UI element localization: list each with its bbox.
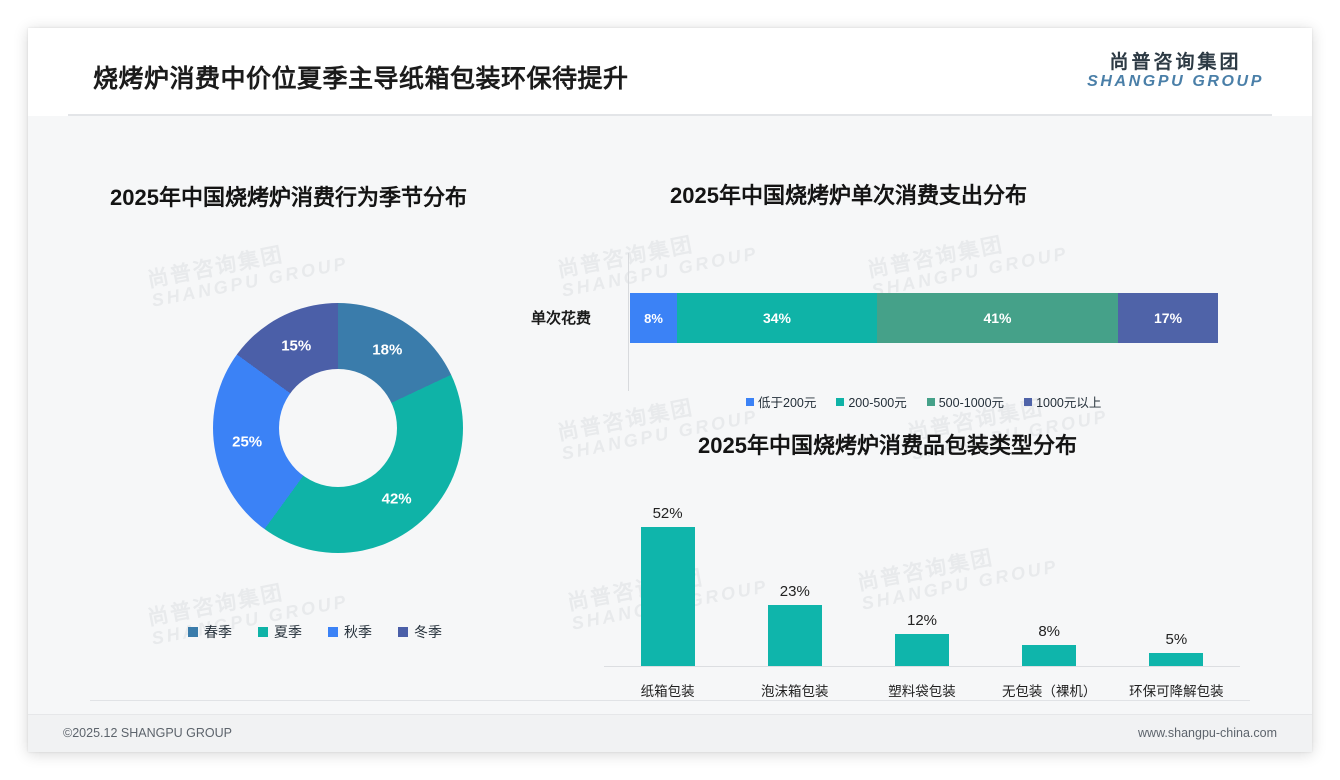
stacked-bar-segment[interactable]: 41% — [876, 293, 1119, 343]
legend-label: 冬季 — [414, 624, 442, 640]
column-category-label: 纸箱包装 — [640, 684, 695, 699]
legend-item[interactable]: 春季 — [188, 622, 232, 642]
donut-slice-label: 18% — [372, 341, 403, 359]
legend-label: 夏季 — [274, 624, 302, 640]
column-bar[interactable]: 23% — [767, 583, 822, 666]
slide: 烧烤炉消费中价位夏季主导纸箱包装环保待提升 尚普咨询集团 SHANGPU GRO… — [28, 28, 1312, 752]
column-value-label: 23% — [779, 582, 810, 600]
donut-hole — [279, 369, 397, 487]
legend-item[interactable]: 冬季 — [398, 622, 442, 642]
watermark: 尚普咨询集团 SHANGPU GROUP — [145, 243, 351, 311]
legend-label: 200-500元 — [848, 396, 907, 410]
legend-swatch — [836, 397, 845, 406]
legend-label: 500-1000元 — [938, 396, 1005, 410]
copyright-text: ©2025.12 SHANGPU GROUP — [63, 726, 232, 740]
legend-swatch — [1024, 397, 1033, 406]
column-category-label: 泡沫箱包装 — [761, 684, 829, 699]
footnote-divider — [90, 700, 1250, 701]
legend-swatch — [746, 397, 754, 406]
legend-item[interactable]: 1000元以上 — [1024, 392, 1101, 411]
column-rect — [767, 604, 822, 666]
slide-header: 烧烤炉消费中价位夏季主导纸箱包装环保待提升 尚普咨询集团 SHANGPU GRO… — [28, 28, 1312, 116]
column-rect — [1022, 644, 1077, 666]
donut-slice-label: 25% — [232, 433, 263, 451]
header-divider — [68, 114, 1272, 116]
website-link[interactable]: www.shangpu-china.com — [1138, 726, 1277, 740]
donut-ring: 18% 42% 25% 15% — [213, 303, 463, 553]
donut-slice-label: 42% — [381, 490, 412, 508]
stacked-bar-segment[interactable]: 17% — [1118, 293, 1218, 343]
brand-logo: 尚普咨询集团 SHANGPU GROUP — [1087, 53, 1264, 91]
logo-english-text: SHANGPU GROUP — [1087, 72, 1264, 90]
column-chart-plot: 52% 23% 12% 8% 5% — [604, 505, 1240, 666]
page-title: 烧烤炉消费中价位夏季主导纸箱包装环保待提升 — [93, 65, 629, 93]
column-bar[interactable]: 8% — [1022, 623, 1077, 666]
column-bar[interactable]: 5% — [1149, 631, 1204, 666]
column-chart-title: 2025年中国烧烤炉消费品包装类型分布 — [698, 433, 1077, 458]
legend-swatch — [398, 627, 408, 637]
column-bar[interactable]: 12% — [895, 612, 949, 666]
stacked-bar-segment[interactable]: 8% — [630, 293, 678, 343]
legend-swatch — [328, 627, 338, 637]
legend-swatch — [188, 627, 198, 637]
legend-swatch — [258, 627, 268, 637]
legend-item[interactable]: 200-500元 — [836, 392, 907, 411]
legend-item[interactable]: 秋季 — [328, 622, 372, 642]
donut-slice-label: 15% — [281, 337, 312, 355]
donut-chart-title: 2025年中国烧烤炉消费行为季节分布 — [110, 185, 467, 210]
donut-chart-legend: 春季 夏季 秋季 冬季 — [188, 622, 442, 642]
legend-label: 秋季 — [344, 624, 372, 640]
column-value-label: 52% — [652, 505, 683, 523]
stacked-bar-segment[interactable]: 34% — [677, 293, 877, 343]
column-value-label: 12% — [906, 612, 938, 629]
stacked-bar-axis — [628, 253, 629, 391]
watermark: 尚普咨询集团 SHANGPU GROUP — [555, 233, 761, 301]
column-value-label: 5% — [1165, 630, 1188, 648]
stacked-bar-chart-title: 2025年中国烧烤炉单次消费支出分布 — [670, 183, 1027, 208]
legend-item[interactable]: 低于200元 — [746, 392, 816, 411]
stacked-bar: 8% 34% 41% 17% — [630, 293, 1218, 343]
logo-chinese-text: 尚普咨询集团 — [1109, 52, 1242, 73]
legend-item[interactable]: 500-1000元 — [926, 392, 1005, 411]
column-value-label: 8% — [1038, 622, 1061, 640]
legend-swatch — [926, 397, 935, 406]
column-chart-axis — [604, 666, 1240, 667]
stacked-bar-legend: 低于200元 200-500元 500-1000元 1000元以上 — [746, 392, 1101, 411]
legend-label: 1000元以上 — [1036, 396, 1102, 410]
legend-label: 低于200元 — [758, 396, 817, 410]
donut-chart: 18% 42% 25% 15% — [213, 303, 463, 553]
watermark: 尚普咨询集团 SHANGPU GROUP — [865, 233, 1071, 301]
legend-label: 春季 — [204, 624, 232, 640]
slide-footer: ©2025.12 SHANGPU GROUP www.shangpu-china… — [28, 714, 1312, 752]
column-rect — [895, 634, 949, 666]
legend-item[interactable]: 夏季 — [258, 622, 302, 642]
column-category-label: 塑料袋包装 — [888, 684, 956, 699]
column-rect — [1149, 652, 1204, 666]
column-category-label: 无包装（裸机） — [1001, 684, 1097, 699]
stacked-bar-row-label: 单次花费 — [531, 310, 592, 327]
column-bar[interactable]: 52% — [640, 505, 695, 666]
column-rect — [640, 527, 695, 666]
column-category-label: 环保可降解包装 — [1129, 684, 1224, 699]
